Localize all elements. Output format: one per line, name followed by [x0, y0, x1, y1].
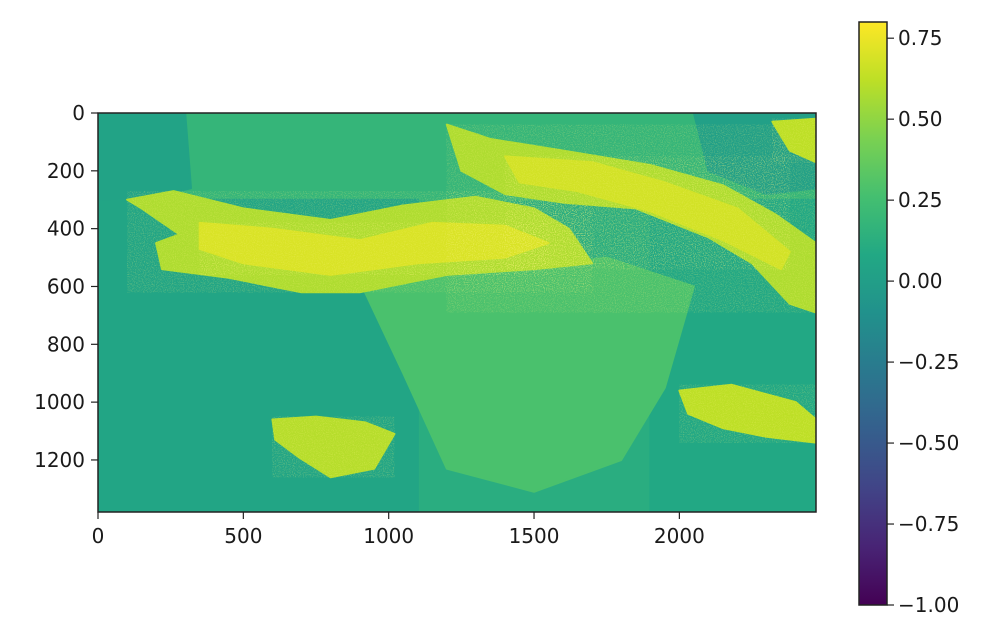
colorbar-tick-label: 0.75	[898, 26, 943, 50]
heatmap-texture-patch-east	[679, 384, 816, 443]
y-tick-label: 200	[47, 159, 85, 183]
colorbar-tick-label: −0.25	[898, 350, 959, 374]
colorbar-tick-label: 0.00	[898, 269, 943, 293]
y-tick-label: 0	[72, 101, 85, 125]
y-tick-label: 400	[47, 217, 85, 241]
heatmap-texture-ridge-west-core	[199, 222, 549, 275]
heatmap-texture-patch-top-right	[772, 118, 816, 163]
x-tick-label: 0	[92, 524, 105, 548]
colorbar: −1.00 −0.75 −0.50 −0.25 0.00 0.25 0.50 0.75	[858, 21, 959, 617]
x-tick-label: 500	[224, 524, 262, 548]
y-tick-label: 800	[47, 332, 85, 356]
x-tick-label: 1500	[509, 524, 560, 548]
y-axis: 0 200 400 600 800 1000 1200	[34, 101, 98, 472]
colorbar-tick-label: 0.50	[898, 107, 943, 131]
heatmap-texture-patch-southwest	[272, 416, 395, 478]
y-tick-label: 600	[47, 274, 85, 298]
x-axis: 0 500 1000 1500 2000	[92, 512, 705, 548]
heatmap-region-left-top-dark	[98, 113, 192, 201]
x-tick-label: 1000	[363, 524, 414, 548]
heatmap-image	[98, 113, 816, 512]
heatmap-texture-ridge-northeast-core	[505, 156, 790, 270]
colorbar-tick-label: −0.50	[898, 431, 959, 455]
heatmap-plot: 0 500 1000 1500 2000 0 200 400 600 800 1000 1200	[34, 101, 817, 548]
colorbar-axis: −1.00 −0.75 −0.50 −0.25 0.00 0.25 0.50 0.75	[887, 26, 959, 617]
y-tick-label: 1200	[34, 448, 85, 472]
colorbar-gradient	[858, 21, 888, 606]
colorbar-tick-label: 0.25	[898, 188, 943, 212]
y-tick-label: 1000	[34, 390, 85, 414]
x-tick-label: 2000	[654, 524, 705, 548]
plot-frame	[97, 112, 817, 513]
colorbar-tick-label: −0.75	[898, 512, 959, 536]
colorbar-tick-label: −1.00	[898, 593, 959, 617]
